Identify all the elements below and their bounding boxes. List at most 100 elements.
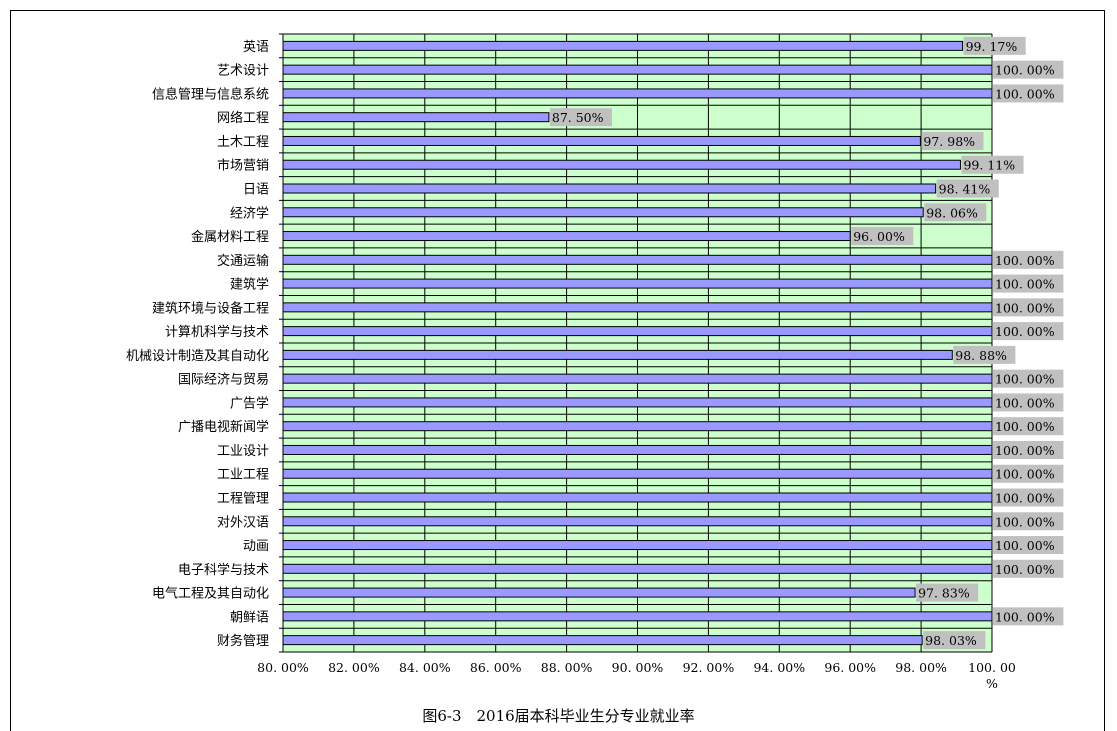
figure-frame (10, 10, 1105, 731)
y-tick-label: 日语 (243, 183, 269, 198)
x-tick-label: % (986, 676, 998, 691)
data-label-box (993, 250, 1064, 269)
data-label-box (953, 345, 1016, 364)
data-label-box (923, 631, 986, 650)
bar (282, 516, 993, 527)
data-label-box (993, 84, 1064, 103)
bar (282, 159, 961, 170)
bar (282, 254, 993, 265)
data-label-box (993, 536, 1064, 555)
data-label-box (993, 559, 1064, 578)
data-label-box (993, 440, 1064, 459)
bar (282, 444, 993, 455)
bar (282, 40, 964, 51)
bar (282, 135, 921, 146)
x-tick-label: 86. 00% (470, 660, 522, 675)
y-tick-label: 广告学 (230, 395, 269, 411)
bar (282, 635, 923, 646)
data-label-box (993, 274, 1064, 293)
data-label: 100. 00% (995, 300, 1055, 315)
data-label: 100. 00% (995, 491, 1055, 506)
data-label: 99. 17% (966, 39, 1018, 54)
data-label-box (993, 512, 1064, 531)
bar (282, 207, 924, 218)
bar (282, 302, 993, 313)
bar (282, 611, 993, 622)
y-tick-label: 对外汉语 (217, 515, 269, 530)
y-tick-label: 朝鲜语 (230, 610, 269, 625)
bar (282, 278, 993, 289)
y-tick-label: 艺术设计 (217, 64, 269, 79)
bar (282, 326, 993, 337)
y-tick-label: 财务管理 (217, 633, 269, 649)
data-label: 100. 00% (995, 63, 1055, 78)
data-label-box (993, 369, 1064, 388)
y-tick-label: 建筑环境与设备工程 (152, 300, 269, 316)
data-label: 100. 00% (995, 86, 1055, 101)
data-label: 98. 06% (926, 205, 978, 220)
data-label: 100. 00% (995, 514, 1055, 529)
x-tick-label: 88. 00% (541, 660, 593, 675)
y-tick-label: 英语 (243, 40, 269, 55)
bar (282, 64, 993, 75)
bar (282, 183, 937, 194)
y-tick-label: 广播电视新闻学 (178, 419, 269, 435)
data-label-box (993, 60, 1064, 79)
x-tick-label: 98. 00% (895, 660, 947, 675)
bar (282, 88, 993, 99)
x-tick-label: 96. 00% (824, 660, 876, 675)
data-label: 100. 00% (995, 562, 1055, 577)
x-tick-label: 100. 00 (968, 660, 1016, 675)
data-label: 98. 03% (925, 633, 977, 648)
data-label-box (851, 227, 914, 246)
y-tick-label: 国际经济与贸易 (178, 373, 269, 388)
x-tick-label: 94. 00% (753, 660, 805, 675)
data-label-box (961, 155, 1024, 174)
data-label: 97. 83% (918, 586, 970, 601)
x-tick-label: 84. 00% (399, 660, 451, 675)
y-tick-label: 动画 (243, 539, 269, 554)
data-label-box (993, 322, 1064, 341)
x-tick-label: 80. 00% (257, 660, 309, 675)
data-label: 98. 88% (955, 348, 1007, 363)
y-tick-label: 信息管理与信息系统 (152, 86, 269, 102)
y-tick-label: 建筑学 (230, 277, 269, 293)
data-label: 87. 50% (552, 110, 604, 125)
data-label: 96. 00% (853, 229, 905, 244)
data-label: 100. 00% (995, 609, 1055, 624)
x-tick-label: 90. 00% (612, 660, 664, 675)
bar (282, 421, 993, 432)
y-tick-label: 工业工程 (217, 468, 269, 483)
data-label: 100. 00% (995, 395, 1055, 410)
data-label: 100. 00% (995, 467, 1055, 482)
data-label-box (993, 298, 1064, 317)
data-label: 99. 11% (963, 158, 1015, 173)
data-label: 100. 00% (995, 419, 1055, 434)
data-label-box (549, 108, 612, 127)
bar (282, 587, 916, 598)
bar (282, 397, 993, 408)
data-label-box (963, 36, 1026, 55)
data-label-box (993, 464, 1064, 483)
y-tick-label: 工业设计 (217, 444, 269, 459)
data-label-box (993, 417, 1064, 436)
data-label: 100. 00% (995, 372, 1055, 387)
y-tick-label: 工程管理 (217, 492, 269, 507)
data-label-box (993, 488, 1064, 507)
bar (282, 349, 953, 360)
bar (282, 563, 993, 574)
y-tick-label: 电子科学与技术 (178, 562, 269, 578)
bar (282, 540, 993, 551)
data-label-box (924, 203, 987, 222)
data-label: 97. 98% (923, 134, 975, 149)
chart-title: 图6-3 2016届本科毕业生分专业就业率 (422, 707, 695, 725)
data-label-box (916, 583, 979, 602)
y-tick-label: 金属材料工程 (191, 229, 269, 245)
data-label-box (936, 179, 999, 198)
data-label: 98. 41% (939, 182, 991, 197)
bar (282, 373, 993, 384)
bar (282, 231, 851, 242)
data-label: 100. 00% (995, 253, 1055, 268)
data-label: 100. 00% (995, 443, 1055, 458)
data-label: 100. 00% (995, 324, 1055, 339)
